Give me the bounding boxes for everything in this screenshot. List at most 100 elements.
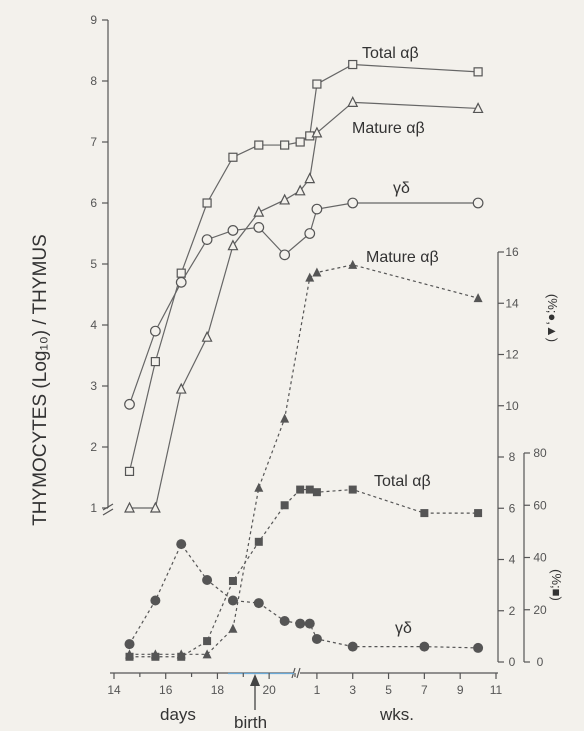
y-right1-tick-label: 0	[509, 655, 516, 669]
data-point-open-circle	[304, 228, 316, 239]
data-point-filled-square	[203, 637, 212, 646]
data-point-open-triangle	[279, 193, 291, 205]
data-point-filled-square	[228, 577, 237, 586]
data-point-filled-triangle	[280, 413, 290, 423]
axes	[102, 19, 530, 679]
data-point-open-square	[176, 268, 186, 278]
annotation-total-ab-upper: Total αβ	[362, 45, 419, 62]
data-point-filled-circle	[419, 641, 430, 652]
y-right1-tick-label: 2	[509, 604, 516, 618]
data-point-filled-square	[474, 509, 483, 518]
data-point-filled-square	[125, 652, 134, 661]
y-right2-tick-label: 60	[533, 498, 547, 512]
data-point-open-triangle	[311, 126, 323, 138]
x-tick-label: 1	[314, 683, 321, 697]
data-point-open-triangle	[294, 184, 306, 196]
series-group	[124, 59, 484, 661]
data-point-open-square	[228, 152, 238, 162]
y-right1-tick-label: 16	[505, 245, 519, 259]
y-right1-tick-label: 4	[509, 553, 516, 567]
data-point-open-circle	[253, 221, 265, 233]
data-point-open-square	[202, 198, 212, 208]
y-left-break-mark	[102, 503, 114, 511]
data-point-filled-circle	[347, 641, 358, 652]
x-label-weeks: wks.	[379, 705, 414, 724]
x-tick-label: 3	[349, 683, 356, 697]
y-left-tick-label: 9	[90, 13, 97, 27]
y-left-tick-label: 6	[90, 196, 97, 210]
birth-label: birth	[234, 713, 267, 731]
data-point-open-circle	[472, 197, 484, 209]
series-line-0	[128, 63, 479, 472]
y-left-label: THYMOCYTES (Log₁₀) / THYMUS	[30, 234, 51, 526]
data-point-filled-square	[280, 501, 289, 510]
x-tick-label: 11	[490, 683, 503, 697]
annotation-mature-ab-lower: Mature αβ	[366, 249, 439, 266]
annotation-total-ab-lower: Total αβ	[374, 473, 431, 490]
series-line-3	[129, 264, 479, 655]
y-left-tick-label: 8	[90, 74, 97, 88]
y-right2-tick-label: 20	[533, 603, 547, 617]
y-left-tick-label: 5	[90, 257, 97, 271]
x-tick-label: 7	[421, 683, 428, 697]
y-left-tick-label: 7	[90, 135, 97, 149]
y-left-tick-label: 1	[90, 501, 97, 515]
data-point-open-circle	[347, 197, 359, 209]
annotation-mature-ab-upper: Mature αβ	[352, 120, 425, 137]
y-left-break-mark	[102, 508, 114, 516]
annotation-gd-upper: γδ	[393, 180, 410, 197]
y-right2-tick-label: 40	[533, 551, 547, 565]
data-point-open-square	[150, 357, 160, 367]
y-right1-tick-label: 14	[505, 296, 519, 310]
data-point-filled-triangle	[228, 623, 238, 633]
data-point-filled-square	[348, 485, 357, 494]
y-right2-label: (%;■)	[549, 569, 564, 601]
x-tick-label: 20	[262, 683, 276, 697]
y-right1-tick-label: 6	[509, 501, 516, 515]
data-point-open-circle	[227, 225, 239, 236]
data-point-open-square	[473, 67, 483, 77]
x-tick-label: 5	[385, 683, 392, 697]
data-point-filled-circle	[253, 598, 264, 609]
series-line-2	[128, 202, 479, 405]
data-point-open-triangle	[124, 501, 135, 513]
data-point-open-triangle	[175, 382, 187, 394]
data-point-filled-circle	[124, 639, 135, 650]
data-point-open-triangle	[304, 172, 316, 184]
series-line-1	[129, 101, 479, 509]
data-point-filled-circle	[279, 616, 290, 626]
data-point-open-triangle	[227, 239, 239, 251]
data-point-open-square	[280, 140, 290, 150]
data-point-open-triangle	[149, 501, 161, 513]
data-point-open-circle	[279, 249, 291, 261]
data-point-filled-circle	[202, 575, 213, 585]
data-point-open-triangle	[347, 96, 359, 107]
series-line-5	[128, 542, 479, 649]
x-tick-label: 18	[211, 683, 225, 697]
y-left-tick-label: 3	[90, 379, 97, 393]
x-tick-label: 16	[159, 683, 173, 697]
data-point-filled-triangle	[312, 267, 322, 277]
y-left-tick-label: 2	[90, 440, 97, 454]
data-point-filled-square	[296, 485, 305, 494]
y-right2-tick-label: 80	[533, 446, 547, 460]
data-point-filled-circle	[304, 618, 315, 629]
data-point-open-square	[295, 137, 305, 147]
data-point-filled-square	[151, 652, 160, 661]
y-right2-tick-label: 0	[537, 655, 544, 669]
data-point-filled-square	[254, 537, 263, 546]
data-point-filled-circle	[295, 618, 306, 629]
data-point-open-circle	[175, 276, 187, 288]
data-point-filled-square	[177, 652, 186, 661]
data-point-filled-square	[312, 488, 321, 497]
data-point-open-square	[254, 140, 264, 150]
data-point-open-circle	[124, 398, 135, 410]
data-point-open-circle	[149, 325, 161, 337]
data-point-filled-circle	[150, 595, 161, 606]
x-label-days: days	[160, 705, 196, 724]
data-point-open-square	[312, 79, 322, 89]
data-point-filled-square	[420, 509, 429, 518]
data-point-filled-circle	[176, 539, 187, 550]
data-point-open-circle	[311, 203, 323, 215]
